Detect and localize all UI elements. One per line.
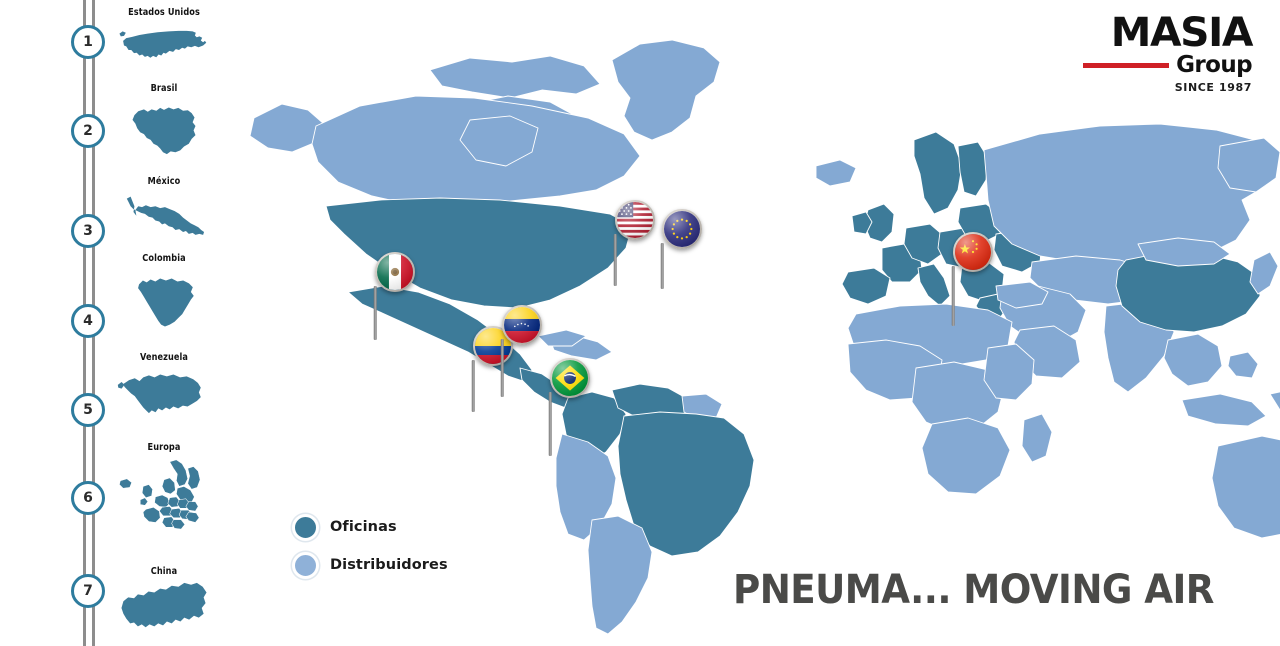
legend-swatch-distribuidores (292, 551, 319, 579)
flag-europe-icon (662, 209, 702, 249)
country-shape-colombia-icon (108, 268, 220, 340)
region-cuba (537, 329, 587, 347)
region-finland (957, 141, 989, 197)
flag-brasil-icon (550, 358, 590, 398)
region-mongolia (1137, 237, 1231, 267)
map-legend: Oficinas Distribuidores (292, 508, 448, 584)
timeline-number-3[interactable]: 3 (71, 214, 105, 248)
region-australia (1211, 435, 1280, 539)
country-shape-usa-icon (108, 20, 220, 70)
timeline-label-brasil: Brasil (150, 83, 178, 94)
region-hudson-bay-area (459, 115, 539, 167)
world-map (220, 0, 1280, 640)
region-greenland (611, 39, 721, 141)
timeline-number-4[interactable]: 4 (71, 304, 105, 338)
flag-usa-icon (615, 200, 655, 240)
country-shape-brasil-icon (108, 96, 220, 158)
country-shape-china-icon (108, 578, 220, 636)
region-arctic-islands (429, 55, 601, 99)
timeline-number-2[interactable]: 2 (71, 114, 105, 148)
legend-label-distribuidores: Distribuidores (330, 557, 448, 573)
region-southern-africa (921, 417, 1011, 495)
timeline-number-5[interactable]: 5 (71, 393, 105, 427)
logo-since-text: SINCE 1987 (1174, 81, 1252, 95)
region-ireland (851, 211, 873, 235)
region-east-africa (983, 343, 1035, 401)
flag-venezuela-icon (502, 305, 542, 345)
region-philippines (1227, 351, 1259, 379)
logo-middle-row: Group (1066, 52, 1253, 79)
region-iceland (815, 159, 857, 187)
legend-label-oficinas: Oficinas (330, 519, 397, 535)
world-map-svg (249, 39, 1280, 635)
tagline: PNEUMA... MOVING AIR (733, 567, 1214, 613)
timeline-label-china: China (150, 566, 178, 577)
flag-mexico-icon (375, 252, 415, 292)
timeline-number-6[interactable]: 6 (71, 481, 105, 515)
legend-swatch-oficinas (292, 513, 319, 541)
country-shape-venezuela-icon (108, 366, 220, 432)
country-timeline-sidebar: Estados Unidos 1 Brasil 2 México 3 (0, 0, 220, 646)
logo-red-bar (1083, 63, 1170, 69)
region-italy (917, 263, 951, 307)
region-germany-benelux (903, 223, 945, 265)
logo-wordmark-group: Group (1176, 52, 1252, 79)
timeline-number-1[interactable]: 1 (71, 25, 105, 59)
country-shape-europa-icon (108, 456, 220, 532)
legend-item-distribuidores[interactable]: Distribuidores (292, 546, 448, 584)
timeline-label-europa: Europa (147, 442, 181, 453)
region-turkey (995, 281, 1049, 309)
flag-china-icon (953, 232, 993, 272)
timeline-label-colombia: Colombia (142, 253, 186, 264)
region-madagascar (1021, 413, 1053, 463)
region-usa (325, 197, 633, 309)
region-scandinavia (913, 131, 963, 215)
region-brazil (617, 411, 755, 557)
region-russia (983, 123, 1277, 265)
timeline-label-estados-unidos: Estados Unidos (128, 7, 200, 18)
region-southeast-asia (1163, 333, 1223, 387)
region-central-africa (911, 361, 1005, 433)
region-iberia (841, 267, 891, 305)
region-japan (1249, 251, 1279, 295)
masia-group-logo[interactable]: MASIA Group SINCE 1987 (1066, 13, 1253, 95)
timeline-label-venezuela: Venezuela (140, 352, 188, 363)
region-png (1269, 391, 1280, 411)
country-shape-mexico-icon (108, 190, 220, 252)
timeline-number-7[interactable]: 7 (71, 574, 105, 608)
region-southern-cone (587, 515, 653, 635)
region-indonesia (1181, 393, 1267, 427)
timeline-label-mexico: México (147, 176, 181, 187)
region-siberia-east (1217, 137, 1280, 193)
legend-item-oficinas[interactable]: Oficinas (292, 508, 448, 546)
logo-wordmark-masia: MASIA (1110, 10, 1254, 56)
